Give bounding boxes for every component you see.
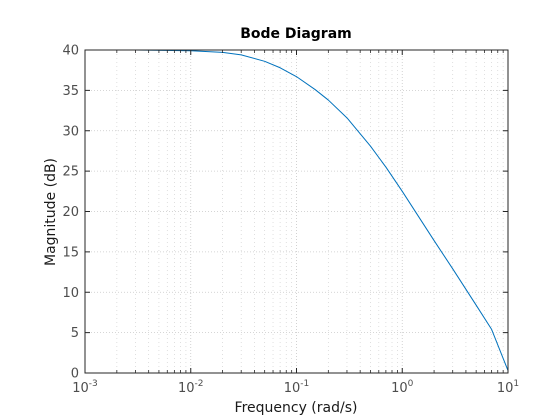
y-tick-label: 5 bbox=[71, 326, 79, 341]
y-axis-label: Magnitude (dB) bbox=[43, 158, 59, 266]
y-tick-label: 0 bbox=[71, 367, 79, 382]
y-tick-label: 30 bbox=[62, 124, 79, 139]
x-tick-labels: 10-3 10-2 10-1 100 101 bbox=[72, 379, 519, 396]
tick-marks bbox=[84, 49, 509, 374]
plot-background bbox=[85, 50, 508, 373]
x-tick-label: 10-2 bbox=[178, 379, 204, 396]
x-tick-label: 10-1 bbox=[284, 379, 310, 396]
y-tick-label: 20 bbox=[62, 205, 79, 220]
x-tick-label: 101 bbox=[497, 379, 519, 396]
x-axis-label: Frequency (rad/s) bbox=[235, 400, 358, 416]
x-tick-label: 100 bbox=[391, 379, 414, 396]
y-tick-label: 40 bbox=[62, 44, 79, 59]
y-tick-label: 25 bbox=[62, 165, 79, 180]
y-tick-label: 10 bbox=[62, 286, 79, 301]
x-tick-label: 10-3 bbox=[72, 379, 98, 396]
y-tick-label: 35 bbox=[62, 84, 79, 99]
chart-title: Bode Diagram bbox=[240, 26, 352, 42]
y-tick-label: 15 bbox=[62, 245, 79, 260]
y-tick-labels: 0 5 10 15 20 25 30 35 40 bbox=[62, 44, 79, 382]
